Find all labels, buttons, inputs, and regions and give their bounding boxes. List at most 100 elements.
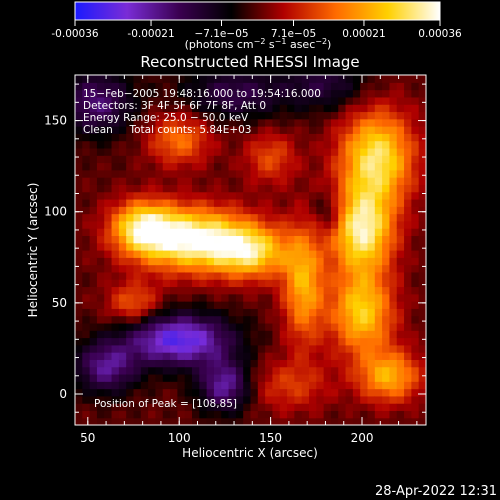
heatmap-cell	[155, 133, 164, 142]
heatmap-cell	[294, 250, 303, 258]
heatmap-cell	[309, 75, 317, 83]
heatmap-cell	[323, 126, 332, 134]
heatmap-cell	[162, 417, 171, 425]
heatmap-cell	[118, 388, 127, 397]
heatmap-cell	[192, 344, 200, 353]
heatmap-cell	[96, 403, 105, 412]
heatmap-cell	[126, 162, 135, 171]
heatmap-cell	[418, 242, 426, 251]
heatmap-cell	[170, 293, 178, 302]
heatmap-cell	[279, 417, 288, 425]
heatmap-cell	[257, 133, 266, 142]
heatmap-cell	[418, 96, 426, 105]
heatmap-cell	[382, 257, 391, 266]
heatmap-cell	[250, 169, 259, 178]
heatmap-cell	[177, 322, 186, 331]
heatmap-cell	[330, 155, 339, 164]
heatmap-cell	[192, 140, 200, 149]
heatmap-cell	[213, 126, 222, 134]
heatmap-cell	[294, 366, 303, 375]
heatmap-cell	[323, 242, 332, 251]
heatmap-cell	[162, 366, 171, 375]
heatmap-cell	[279, 271, 288, 280]
heatmap-cell	[213, 228, 222, 237]
heatmap-cell	[162, 220, 171, 229]
heatmap-cell	[243, 177, 252, 185]
heatmap-cell	[148, 206, 157, 215]
heatmap-cell	[111, 104, 120, 113]
heatmap-cell	[82, 235, 91, 244]
heatmap-cell	[301, 169, 310, 178]
heatmap-cell	[221, 162, 230, 171]
heatmap-cell	[338, 286, 347, 295]
heatmap-cell	[345, 315, 354, 324]
heatmap-cell	[352, 308, 361, 317]
heatmap-cell	[170, 308, 178, 317]
heatmap-cell	[301, 257, 310, 266]
heatmap-cell	[155, 410, 164, 419]
heatmap-cell	[323, 213, 332, 222]
heatmap-cell	[352, 206, 361, 215]
heatmap-cell	[235, 213, 244, 222]
heatmap-cell	[404, 359, 412, 368]
heatmap-cell	[250, 111, 259, 120]
heatmap-cell	[170, 228, 178, 237]
heatmap-cell	[155, 220, 164, 229]
heatmap-cell	[257, 373, 266, 382]
heatmap-cell	[272, 96, 281, 105]
heatmap-cell	[177, 198, 186, 207]
heatmap-cell	[177, 352, 186, 360]
heatmap-cell	[272, 111, 281, 120]
heatmap-cell	[199, 184, 208, 193]
heatmap-cell	[272, 147, 281, 156]
heatmap-cell	[221, 403, 230, 412]
heatmap-cell	[199, 417, 208, 425]
heatmap-cell	[235, 417, 244, 425]
heatmap-cell	[96, 381, 105, 390]
heatmap-cell	[243, 352, 252, 360]
heatmap-cell	[162, 96, 171, 105]
heatmap-cell	[338, 177, 347, 185]
heatmap-cell	[411, 330, 420, 339]
heatmap-cell	[374, 308, 383, 317]
heatmap-cell	[213, 82, 222, 91]
heatmap-cell	[323, 403, 332, 412]
heatmap-cell	[316, 388, 325, 397]
heatmap-cell	[309, 330, 317, 339]
heatmap-cell	[294, 82, 303, 91]
heatmap-cell	[148, 184, 157, 193]
heatmap-cell	[184, 75, 193, 83]
heatmap-cell	[367, 315, 376, 324]
heatmap-cell	[338, 417, 347, 425]
heatmap-cell	[126, 373, 135, 382]
heatmap-cell	[192, 417, 200, 425]
heatmap-cell	[404, 89, 412, 98]
heatmap-cell	[82, 220, 91, 229]
heatmap-cell	[382, 96, 391, 105]
heatmap-cell	[82, 257, 91, 266]
heatmap-cell	[82, 337, 91, 346]
heatmap-cell	[418, 417, 426, 425]
heatmap-cell	[133, 337, 142, 346]
heatmap-cell	[118, 111, 127, 120]
heatmap-cell	[162, 352, 171, 360]
heatmap-cell	[155, 206, 164, 215]
heatmap-cell	[133, 213, 142, 222]
heatmap-cell	[126, 330, 135, 339]
heatmap-cell	[360, 250, 369, 258]
heatmap-cell	[294, 96, 303, 105]
heatmap-cell	[184, 220, 193, 229]
heatmap-cell	[89, 220, 98, 229]
heatmap-image	[75, 75, 426, 425]
heatmap-cell	[199, 373, 208, 382]
heatmap-cell	[170, 220, 178, 229]
heatmap-cell	[75, 184, 83, 193]
heatmap-cell	[96, 126, 105, 134]
heatmap-cell	[287, 410, 295, 419]
heatmap-cell	[75, 155, 83, 164]
heatmap-cell	[206, 257, 215, 266]
heatmap-cell	[140, 373, 149, 382]
heatmap-cell	[338, 96, 347, 105]
heatmap-cell	[96, 301, 105, 309]
heatmap-cell	[250, 96, 259, 105]
